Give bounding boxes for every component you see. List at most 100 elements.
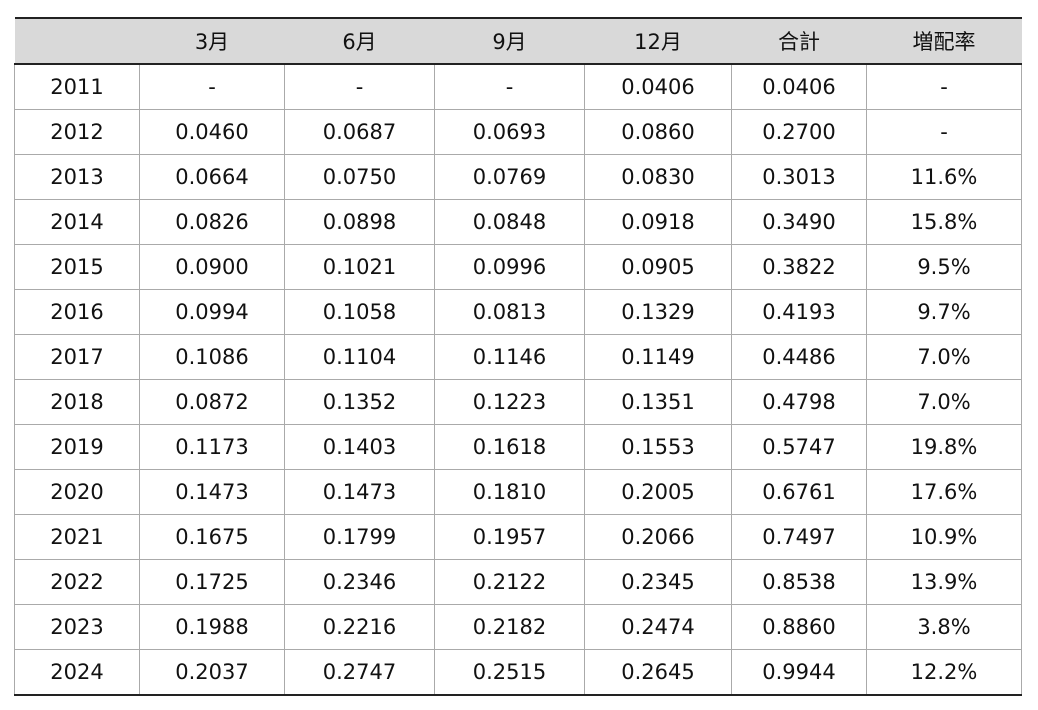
year-cell: 2022 [14,559,140,605]
value-cell: 0.1223 [434,379,585,425]
year-cell: 2024 [14,649,140,696]
value-cell: 0.1473 [139,469,285,515]
value-cell: 0.1473 [284,469,435,515]
table-row: 2012 0.0460 0.0687 0.0693 0.0860 0.2700- [14,109,1022,155]
value-cell: 17.6% [866,469,1022,515]
table-row: 2019 0.1173 0.1403 0.1618 0.1553 0.5747 19.8% [14,424,1022,470]
value-cell: 0.0830 [584,154,732,200]
value-cell: 0.0900 [139,244,285,290]
table-row: 2013 0.0664 0.0750 0.0769 0.0830 0.3013 11.6% [14,154,1022,200]
value-cell: 0.1104 [284,334,435,380]
year-cell: 2011 [14,63,140,110]
value-cell: 0.1146 [434,334,585,380]
value-cell: 0.2037 [139,649,285,696]
value-cell: - [434,63,585,110]
value-cell: 0.0769 [434,154,585,200]
value-cell: - [866,63,1022,110]
table-row: 2011- - -0.0406 0.0406- [14,63,1022,110]
value-cell: 0.1351 [584,379,732,425]
value-cell: - [284,63,435,110]
value-cell: 0.3490 [731,199,867,245]
value-cell: 3.8% [866,604,1022,650]
value-cell: 0.0687 [284,109,435,155]
value-cell: 9.7% [866,289,1022,335]
value-cell: 0.1957 [434,514,585,560]
value-cell: 0.0826 [139,199,285,245]
value-cell: 0.2474 [584,604,732,650]
value-cell: 0.0406 [731,63,867,110]
value-cell: 0.0693 [434,109,585,155]
value-cell: 0.0996 [434,244,585,290]
dividend-table: 3月 6月 9月 12月 合計 増配率 2011- - -0.0406 0.0406-2012 0… [14,17,1022,696]
header-cell: 増配率 [866,17,1022,65]
year-cell: 2023 [14,604,140,650]
header-cell: 3月 [139,17,285,65]
value-cell: 0.2645 [584,649,732,696]
year-cell: 2019 [14,424,140,470]
value-cell: 0.7497 [731,514,867,560]
table-row: 2015 0.0900 0.1021 0.0996 0.0905 0.3822 9.5% [14,244,1022,290]
value-cell: 7.0% [866,334,1022,380]
value-cell: 10.9% [866,514,1022,560]
table-row: 2023 0.1988 0.2216 0.2182 0.2474 0.8860 3.8% [14,604,1022,650]
header-corner [14,17,140,65]
value-cell: 19.8% [866,424,1022,470]
value-cell: 0.1058 [284,289,435,335]
year-cell: 2020 [14,469,140,515]
header-cell: 12月 [584,17,732,65]
value-cell: 0.8538 [731,559,867,605]
year-cell: 2012 [14,109,140,155]
value-cell: 0.2182 [434,604,585,650]
value-cell: 0.0918 [584,199,732,245]
table-row: 2024 0.2037 0.2747 0.2515 0.2645 0.9944 12.2% [14,649,1022,696]
year-cell: 2016 [14,289,140,335]
value-cell: 0.2005 [584,469,732,515]
value-cell: 0.1329 [584,289,732,335]
header-cell: 6月 [284,17,435,65]
table-row: 2014 0.0826 0.0898 0.0848 0.0918 0.3490 15.8% [14,199,1022,245]
value-cell: 0.1086 [139,334,285,380]
value-cell: 0.2346 [284,559,435,605]
value-cell: 0.1988 [139,604,285,650]
value-cell: 0.2345 [584,559,732,605]
value-cell: 0.3013 [731,154,867,200]
year-cell: 2013 [14,154,140,200]
value-cell: 0.4486 [731,334,867,380]
value-cell: 0.1021 [284,244,435,290]
table-body: 2011- - -0.0406 0.0406-2012 0.0460 0.0687 0.06… [14,63,1022,696]
value-cell: 0.0813 [434,289,585,335]
value-cell: 0.4798 [731,379,867,425]
value-cell: 0.0848 [434,199,585,245]
value-cell: 0.1725 [139,559,285,605]
value-cell: 0.1810 [434,469,585,515]
header-row: 3月 6月 9月 12月 合計 増配率 [14,17,1022,65]
value-cell: 0.0406 [584,63,732,110]
value-cell: - [866,109,1022,155]
value-cell: 0.2747 [284,649,435,696]
value-cell: 0.0898 [284,199,435,245]
table-row: 2016 0.0994 0.1058 0.0813 0.1329 0.4193 9.7% [14,289,1022,335]
value-cell: 11.6% [866,154,1022,200]
value-cell: 0.5747 [731,424,867,470]
value-cell: 0.4193 [731,289,867,335]
year-cell: 2014 [14,199,140,245]
table-row: 2021 0.1675 0.1799 0.1957 0.2066 0.7497 10.9% [14,514,1022,560]
value-cell: 0.0872 [139,379,285,425]
value-cell: 0.3822 [731,244,867,290]
table-header: 3月 6月 9月 12月 合計 増配率 [14,17,1022,65]
value-cell: 12.2% [866,649,1022,696]
table-row: 2020 0.1473 0.1473 0.1810 0.2005 0.6761 17.6% [14,469,1022,515]
header-cell: 9月 [434,17,585,65]
value-cell: 0.0750 [284,154,435,200]
value-cell: 0.0994 [139,289,285,335]
value-cell: 0.1173 [139,424,285,470]
value-cell: 0.0905 [584,244,732,290]
value-cell: 0.1149 [584,334,732,380]
value-cell: 0.0664 [139,154,285,200]
value-cell: 0.2700 [731,109,867,155]
value-cell: 0.0860 [584,109,732,155]
table-row: 2017 0.1086 0.1104 0.1146 0.1149 0.4486 7.0% [14,334,1022,380]
value-cell: 0.1403 [284,424,435,470]
value-cell: 15.8% [866,199,1022,245]
